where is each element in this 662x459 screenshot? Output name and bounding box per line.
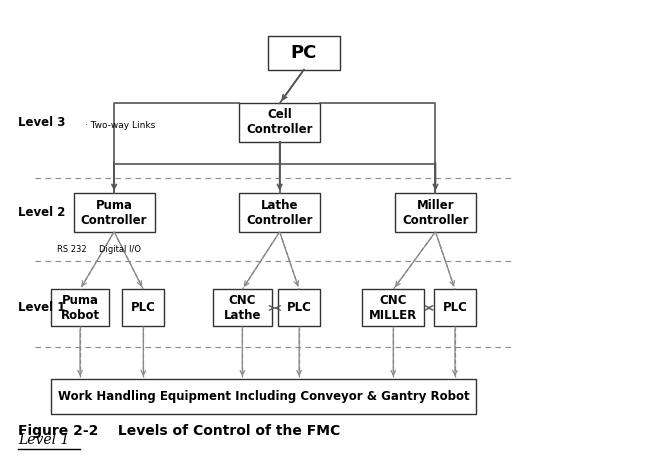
Text: Puma
Controller: Puma Controller	[81, 199, 148, 227]
Text: CNC
Lathe: CNC Lathe	[224, 294, 261, 322]
Text: · Two-way Links: · Two-way Links	[85, 121, 156, 130]
Text: Miller
Controller: Miller Controller	[402, 199, 469, 227]
Text: Level 1: Level 1	[19, 302, 66, 314]
FancyBboxPatch shape	[278, 290, 320, 326]
Text: RS 232: RS 232	[58, 245, 87, 254]
FancyBboxPatch shape	[213, 290, 271, 326]
FancyBboxPatch shape	[434, 290, 476, 326]
FancyBboxPatch shape	[239, 193, 320, 232]
FancyBboxPatch shape	[268, 36, 340, 69]
Text: PLC: PLC	[287, 302, 312, 314]
FancyBboxPatch shape	[362, 290, 424, 326]
FancyBboxPatch shape	[51, 379, 476, 414]
Text: Cell
Controller: Cell Controller	[246, 108, 313, 136]
Text: PC: PC	[291, 44, 317, 62]
FancyBboxPatch shape	[395, 193, 476, 232]
Text: Work Handling Equipment Including Conveyor & Gantry Robot: Work Handling Equipment Including Convey…	[58, 390, 469, 403]
Text: Puma
Robot: Puma Robot	[60, 294, 99, 322]
FancyBboxPatch shape	[51, 290, 109, 326]
Text: Level 2: Level 2	[19, 207, 66, 219]
Text: PLC: PLC	[442, 302, 467, 314]
Text: Figure 2-2    Levels of Control of the FMC: Figure 2-2 Levels of Control of the FMC	[19, 425, 340, 438]
Text: Digital I/O: Digital I/O	[99, 245, 141, 254]
FancyBboxPatch shape	[73, 193, 155, 232]
Text: PLC: PLC	[131, 302, 156, 314]
FancyBboxPatch shape	[239, 103, 320, 142]
Text: Level 1: Level 1	[19, 433, 70, 447]
Text: CNC
MILLER: CNC MILLER	[369, 294, 418, 322]
Text: Lathe
Controller: Lathe Controller	[246, 199, 313, 227]
Text: Level 3: Level 3	[19, 116, 66, 129]
FancyBboxPatch shape	[122, 290, 164, 326]
